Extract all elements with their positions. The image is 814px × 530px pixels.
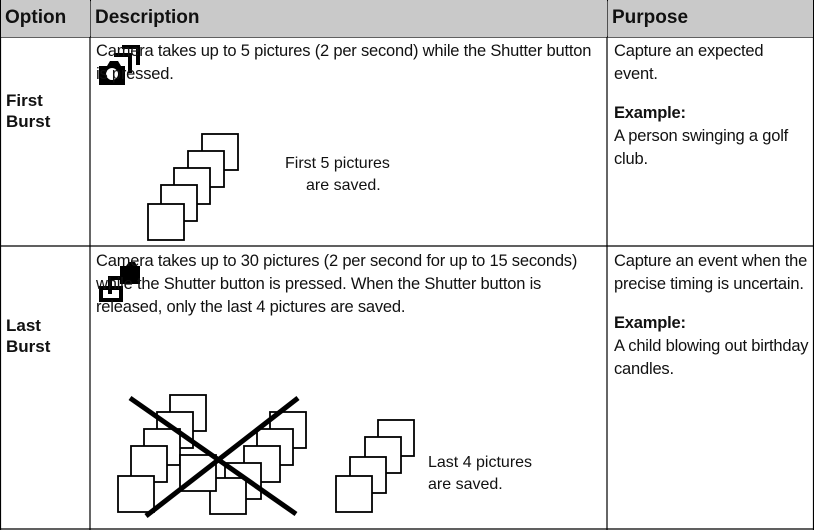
purpose-cell: Capture an event when the precise timing… bbox=[614, 250, 810, 381]
figure-label: First 5 pictures bbox=[285, 155, 390, 172]
icon-frame bbox=[108, 276, 112, 294]
purpose: Capture an event when the precise timing… bbox=[614, 252, 808, 293]
option-name: First Burst bbox=[6, 91, 51, 131]
icon-frame bbox=[114, 53, 132, 57]
description: Camera takes up to 30 pictures (2 per se… bbox=[96, 252, 578, 316]
picture bbox=[335, 475, 373, 513]
example-heading: Example: bbox=[614, 314, 686, 332]
header-cell: Description bbox=[91, 0, 607, 37]
icon-frame bbox=[99, 286, 123, 302]
example-heading: Example: bbox=[614, 104, 686, 122]
icon-frame bbox=[128, 53, 132, 73]
header-cell: Option bbox=[1, 0, 90, 37]
example: A person swinging a golf club. bbox=[614, 127, 789, 168]
cross-line bbox=[144, 396, 300, 518]
icon-frame bbox=[136, 45, 140, 65]
icon-frame bbox=[108, 276, 126, 280]
figure-label: are saved. bbox=[306, 177, 381, 194]
last-burst-icon bbox=[99, 262, 140, 302]
purpose-cell: Capture an expected event. Example: A pe… bbox=[614, 40, 810, 171]
picture bbox=[117, 475, 155, 513]
header-cell: Purpose bbox=[608, 0, 813, 37]
first-burst-figure bbox=[147, 133, 239, 241]
icon-frame bbox=[122, 45, 140, 49]
cross bbox=[128, 395, 300, 518]
icon-camera bbox=[99, 61, 125, 85]
example: A child blowing out birthday candles. bbox=[614, 337, 809, 378]
picture bbox=[147, 203, 185, 241]
description: Camera takes up to 5 pictures (2 per sec… bbox=[96, 42, 592, 83]
option-name: Last Burst bbox=[6, 316, 51, 356]
last-burst-figure bbox=[335, 419, 415, 513]
figure-label: Last 4 pictures bbox=[428, 454, 533, 471]
cross-line bbox=[128, 395, 298, 517]
figure-label: are saved. bbox=[428, 476, 503, 493]
purpose: Capture an expected event. bbox=[614, 42, 764, 83]
first-burst-icon bbox=[99, 45, 140, 85]
